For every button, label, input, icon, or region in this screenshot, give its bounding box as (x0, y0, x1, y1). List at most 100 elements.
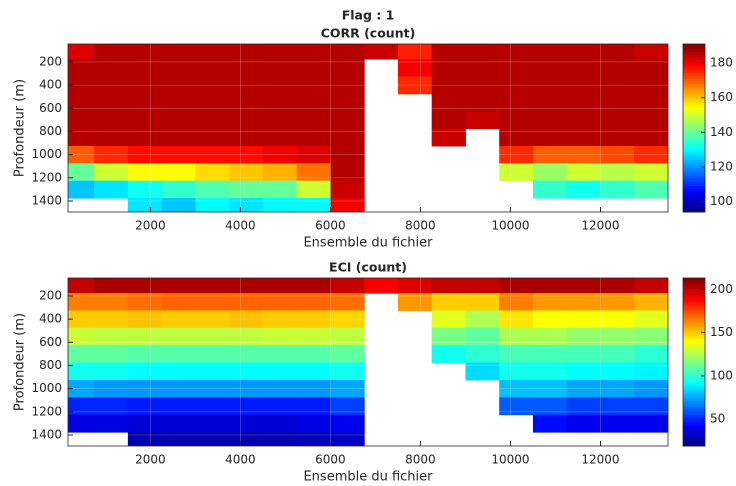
heatmap-cell (127, 414, 163, 433)
colorbar-frame (682, 43, 706, 213)
heatmap-cell (68, 145, 95, 164)
colorbar-segment (683, 432, 705, 436)
heatmap-cell (566, 414, 601, 433)
heatmap-cell (330, 163, 365, 182)
heatmap-cell (499, 278, 534, 294)
colorbar-segment (683, 385, 705, 389)
colorbar-segment (683, 83, 705, 87)
heatmap-cell (195, 59, 230, 77)
colorbar-segment (683, 285, 705, 289)
y-tick-label: 800 (39, 124, 62, 138)
heatmap-cell (465, 310, 500, 329)
colorbar-segment (683, 411, 705, 415)
heatmap-cell (296, 414, 331, 433)
heatmap-cell (229, 310, 264, 329)
heatmap-cell (161, 128, 196, 147)
heatmap-cell (262, 432, 298, 446)
heatmap-cell (499, 327, 534, 346)
colorbar-segment (683, 164, 705, 168)
heatmap-cell (68, 310, 95, 329)
heatmap-cell (229, 180, 264, 199)
colorbar-segment (683, 375, 705, 379)
heatmap-cell (296, 198, 331, 212)
colorbar-segment (683, 191, 705, 195)
heatmap-cell (397, 44, 433, 60)
colorbar-segment (683, 59, 705, 63)
heatmap-cell (465, 293, 500, 311)
heatmap-cell (68, 59, 95, 77)
colorbar-segment (683, 146, 705, 150)
heatmap-cell (330, 59, 365, 77)
heatmap-cell (127, 59, 163, 77)
heatmap-cell (634, 128, 668, 147)
colorbar-segment (683, 398, 705, 402)
heatmap-cell (262, 278, 298, 294)
y-tick-label: 400 (39, 78, 62, 92)
heatmap-cell (296, 432, 331, 446)
heatmap-cell (127, 379, 163, 398)
heatmap-cell (566, 44, 601, 60)
heatmap-cell (127, 180, 163, 199)
heatmap-cell (94, 111, 129, 130)
heatmap-cell (600, 345, 635, 364)
colorbar-segment (683, 278, 705, 282)
heatmap-cell (499, 111, 534, 130)
axes-frame (67, 277, 669, 447)
colorbar-segment (683, 183, 705, 187)
colorbar-segment (683, 280, 705, 284)
heatmap-cell (465, 362, 500, 381)
colorbar-segment (683, 206, 705, 210)
heatmap-cell (600, 59, 635, 77)
heatmap-cell (634, 293, 668, 311)
heatmap-cell (161, 310, 196, 329)
heatmap-cell (94, 414, 129, 433)
colorbar-segment (683, 104, 705, 108)
heatmap-cell (330, 293, 365, 311)
heatmap-cell (94, 163, 129, 182)
colorbar-segment (683, 80, 705, 84)
heatmap-cell (262, 379, 298, 398)
heatmap-cell (262, 180, 298, 199)
colorbar-segment (683, 172, 705, 176)
x-tick-label: 12000 (581, 453, 619, 467)
heatmap-cell (195, 278, 230, 294)
heatmap-cell (330, 44, 365, 60)
heatmap-cell (600, 128, 635, 147)
y-tick-label: 1400 (31, 193, 62, 207)
heatmap-cell (195, 163, 230, 182)
colorbar-segment (683, 44, 705, 48)
heatmap-cell (566, 76, 601, 95)
heatmap-cell (127, 278, 163, 294)
colorbar-segment (683, 291, 705, 295)
heatmap-cell (566, 93, 601, 112)
colorbar-segment (683, 288, 705, 292)
colorbar-segment (683, 438, 705, 442)
heatmap-cell (566, 397, 601, 416)
heatmap-cell (431, 44, 466, 60)
heatmap-cell (634, 310, 668, 329)
heatmap-cell (431, 327, 466, 346)
heatmap-cell (262, 327, 298, 346)
heatmap-cell (465, 44, 500, 60)
colorbar-segment (683, 209, 705, 213)
heatmap-cell (161, 111, 196, 130)
heatmap-cell (532, 163, 568, 182)
heatmap-cell (566, 278, 601, 294)
heatmap-cell (600, 293, 635, 311)
heatmap-cell (262, 76, 298, 95)
heatmap-cell (229, 59, 264, 77)
heatmap-cell (296, 345, 331, 364)
heatmap-cell (229, 278, 264, 294)
heatmap-cell (330, 128, 365, 147)
heatmap-cell (94, 310, 129, 329)
colorbar-segment (683, 175, 705, 179)
heatmap-cell (161, 59, 196, 77)
colorbar-segment (683, 170, 705, 174)
heatmap-cell (330, 397, 365, 416)
heatmap-cell (195, 327, 230, 346)
colorbar-segment (683, 154, 705, 158)
colorbar-segment (683, 343, 705, 347)
heatmap-cell (68, 345, 95, 364)
colorbar-segment (683, 193, 705, 197)
colorbar-segment (683, 325, 705, 329)
